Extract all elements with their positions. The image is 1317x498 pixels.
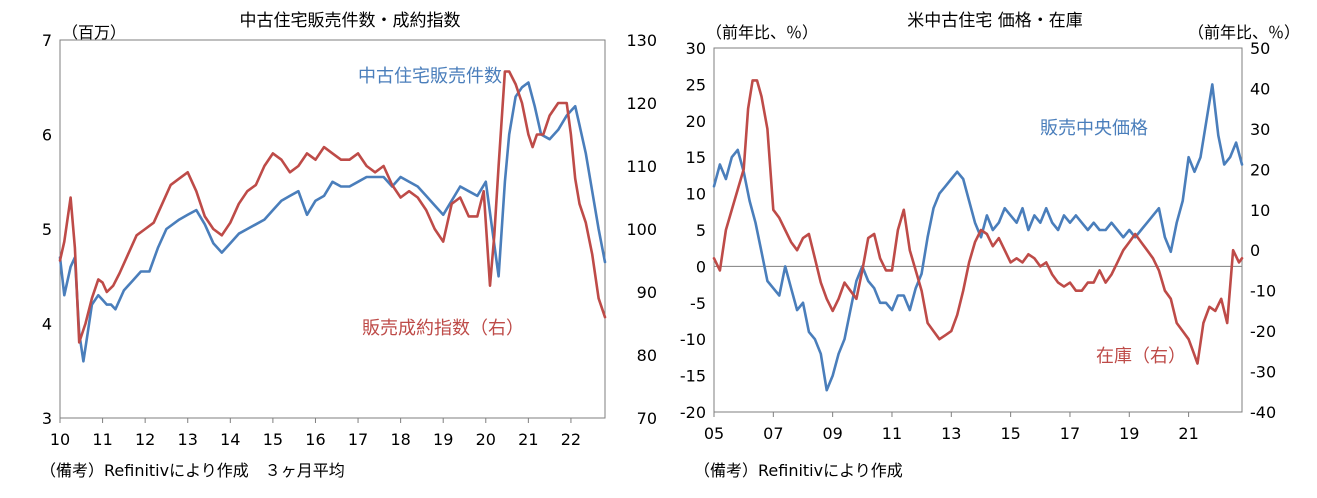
right-note: （備考）Refinitivにより作成 (694, 461, 903, 480)
left-y-tick-left: 6 (42, 126, 52, 145)
left-x-tick-label: 18 (390, 430, 410, 449)
left-plot-frame (59, 39, 606, 419)
label-inventory: 在庫（右） (1096, 346, 1186, 367)
right-y-tick-left: -10 (680, 330, 706, 349)
left-x-tick-label: 17 (348, 430, 368, 449)
right-y-unit-right: （前年比、％） (1188, 23, 1300, 42)
left-y-ticks-right: 70 80 90 100 110 120 130 (626, 31, 657, 428)
left-y-tick-right: 70 (637, 409, 657, 428)
right-y-tick-left: -15 (680, 367, 706, 386)
left-note: （備考）Refinitivにより作成 ３ヶ月平均 (40, 461, 345, 480)
left-series (58, 70, 607, 363)
right-y-tick-right: -10 (1250, 282, 1276, 301)
right-y-tick-right: 10 (1250, 201, 1270, 220)
left-y-ticks-left: 3 4 5 6 7 (42, 31, 52, 428)
left-y-tick-right: 80 (637, 346, 657, 365)
right-y-tick-right: -20 (1250, 322, 1276, 341)
right-y-tick-right: 40 (1250, 79, 1270, 98)
left-y-tick-left: 4 (42, 315, 52, 334)
right-chart-title: 米中古住宅 価格・在庫 (907, 11, 1082, 31)
right-y-tick-left: -20 (680, 403, 706, 422)
left-x-tick-label: 21 (518, 430, 538, 449)
right-y-tick-right: -40 (1250, 403, 1276, 422)
left-x-tick-label: 20 (476, 430, 496, 449)
left-series-red-line (58, 70, 607, 344)
right-x-tick-label: 19 (1119, 424, 1139, 443)
right-y-tick-right: -30 (1250, 363, 1276, 382)
right-x-tick-label: 21 (1178, 424, 1198, 443)
right-y-tick-right: 30 (1250, 120, 1270, 139)
right-series-red-line (712, 79, 1244, 365)
left-x-ticks: 10 11 12 13 14 15 16 17 18 19 20 21 22 (50, 418, 581, 449)
left-y-tick-left: 5 (42, 220, 52, 239)
left-x-tick-label: 15 (263, 430, 283, 449)
left-y-tick-right: 90 (637, 283, 657, 302)
left-y-tick-right: 110 (626, 157, 657, 176)
label-existing-home-sales: 中古住宅販売件数 (358, 66, 502, 87)
right-chart: 米中古住宅 価格・在庫 （前年比、％） （前年比、％） -20 -15 -10 -5 0… (680, 11, 1300, 480)
left-y-tick-right: 100 (626, 220, 657, 239)
right-x-tick-label: 15 (1000, 424, 1020, 443)
right-y-tick-left: 10 (686, 185, 706, 204)
right-series-blue-line (712, 83, 1244, 392)
right-x-tick-label: 05 (704, 424, 724, 443)
right-y-tick-right: 20 (1250, 160, 1270, 179)
left-x-tick-label: 12 (135, 430, 155, 449)
left-y-tick-right: 130 (626, 31, 657, 50)
left-x-tick-label: 22 (561, 430, 581, 449)
right-x-tick-label: 09 (822, 424, 842, 443)
right-x-tick-label: 13 (941, 424, 961, 443)
label-pending-sales-index: 販売成約指数（右） (362, 318, 524, 339)
right-y-tick-left: 15 (686, 148, 706, 167)
left-y-tick-left: 3 (42, 409, 52, 428)
left-y-tick-left: 7 (42, 31, 52, 50)
right-y-tick-left: 30 (686, 39, 706, 58)
right-x-ticks: 05 07 09 11 13 15 17 19 21 (704, 412, 1199, 443)
left-y-tick-right: 120 (626, 94, 657, 113)
left-x-tick-label: 19 (433, 430, 453, 449)
label-median-price: 販売中央価格 (1040, 118, 1148, 139)
left-x-tick-label: 11 (92, 430, 112, 449)
right-y-tick-right: 0 (1250, 241, 1260, 260)
right-y-ticks-left: -20 -15 -10 -5 0 5 10 15 20 25 30 (680, 39, 706, 422)
left-chart-title: 中古住宅販売件数・成約指数 (240, 11, 461, 31)
left-chart: 中古住宅販売件数・成約指数 （百万） 3 4 5 6 7 70 80 90 100 110 120… (40, 11, 657, 480)
left-x-tick-label: 16 (305, 430, 325, 449)
left-series-blue-line (58, 81, 607, 363)
right-y-tick-left: 20 (686, 112, 706, 131)
right-x-tick-label: 07 (763, 424, 783, 443)
right-y-tick-left: -5 (690, 294, 706, 313)
left-x-tick-label: 14 (220, 430, 240, 449)
left-y-unit: （百万） (62, 23, 126, 42)
left-x-tick-label: 13 (178, 430, 198, 449)
left-x-tick-label: 10 (50, 430, 70, 449)
right-x-tick-label: 11 (882, 424, 902, 443)
right-y-tick-left: 25 (686, 75, 706, 94)
right-y-unit-left: （前年比、％） (706, 23, 818, 42)
right-plot-frame (713, 47, 1243, 413)
right-y-tick-right: 50 (1250, 39, 1270, 58)
right-series (712, 79, 1244, 392)
right-y-tick-left: 5 (696, 221, 706, 240)
right-y-tick-left: 0 (696, 257, 706, 276)
right-y-ticks-right: -40 -30 -20 -10 0 10 20 30 40 50 (1250, 39, 1276, 422)
right-x-tick-label: 17 (1060, 424, 1080, 443)
